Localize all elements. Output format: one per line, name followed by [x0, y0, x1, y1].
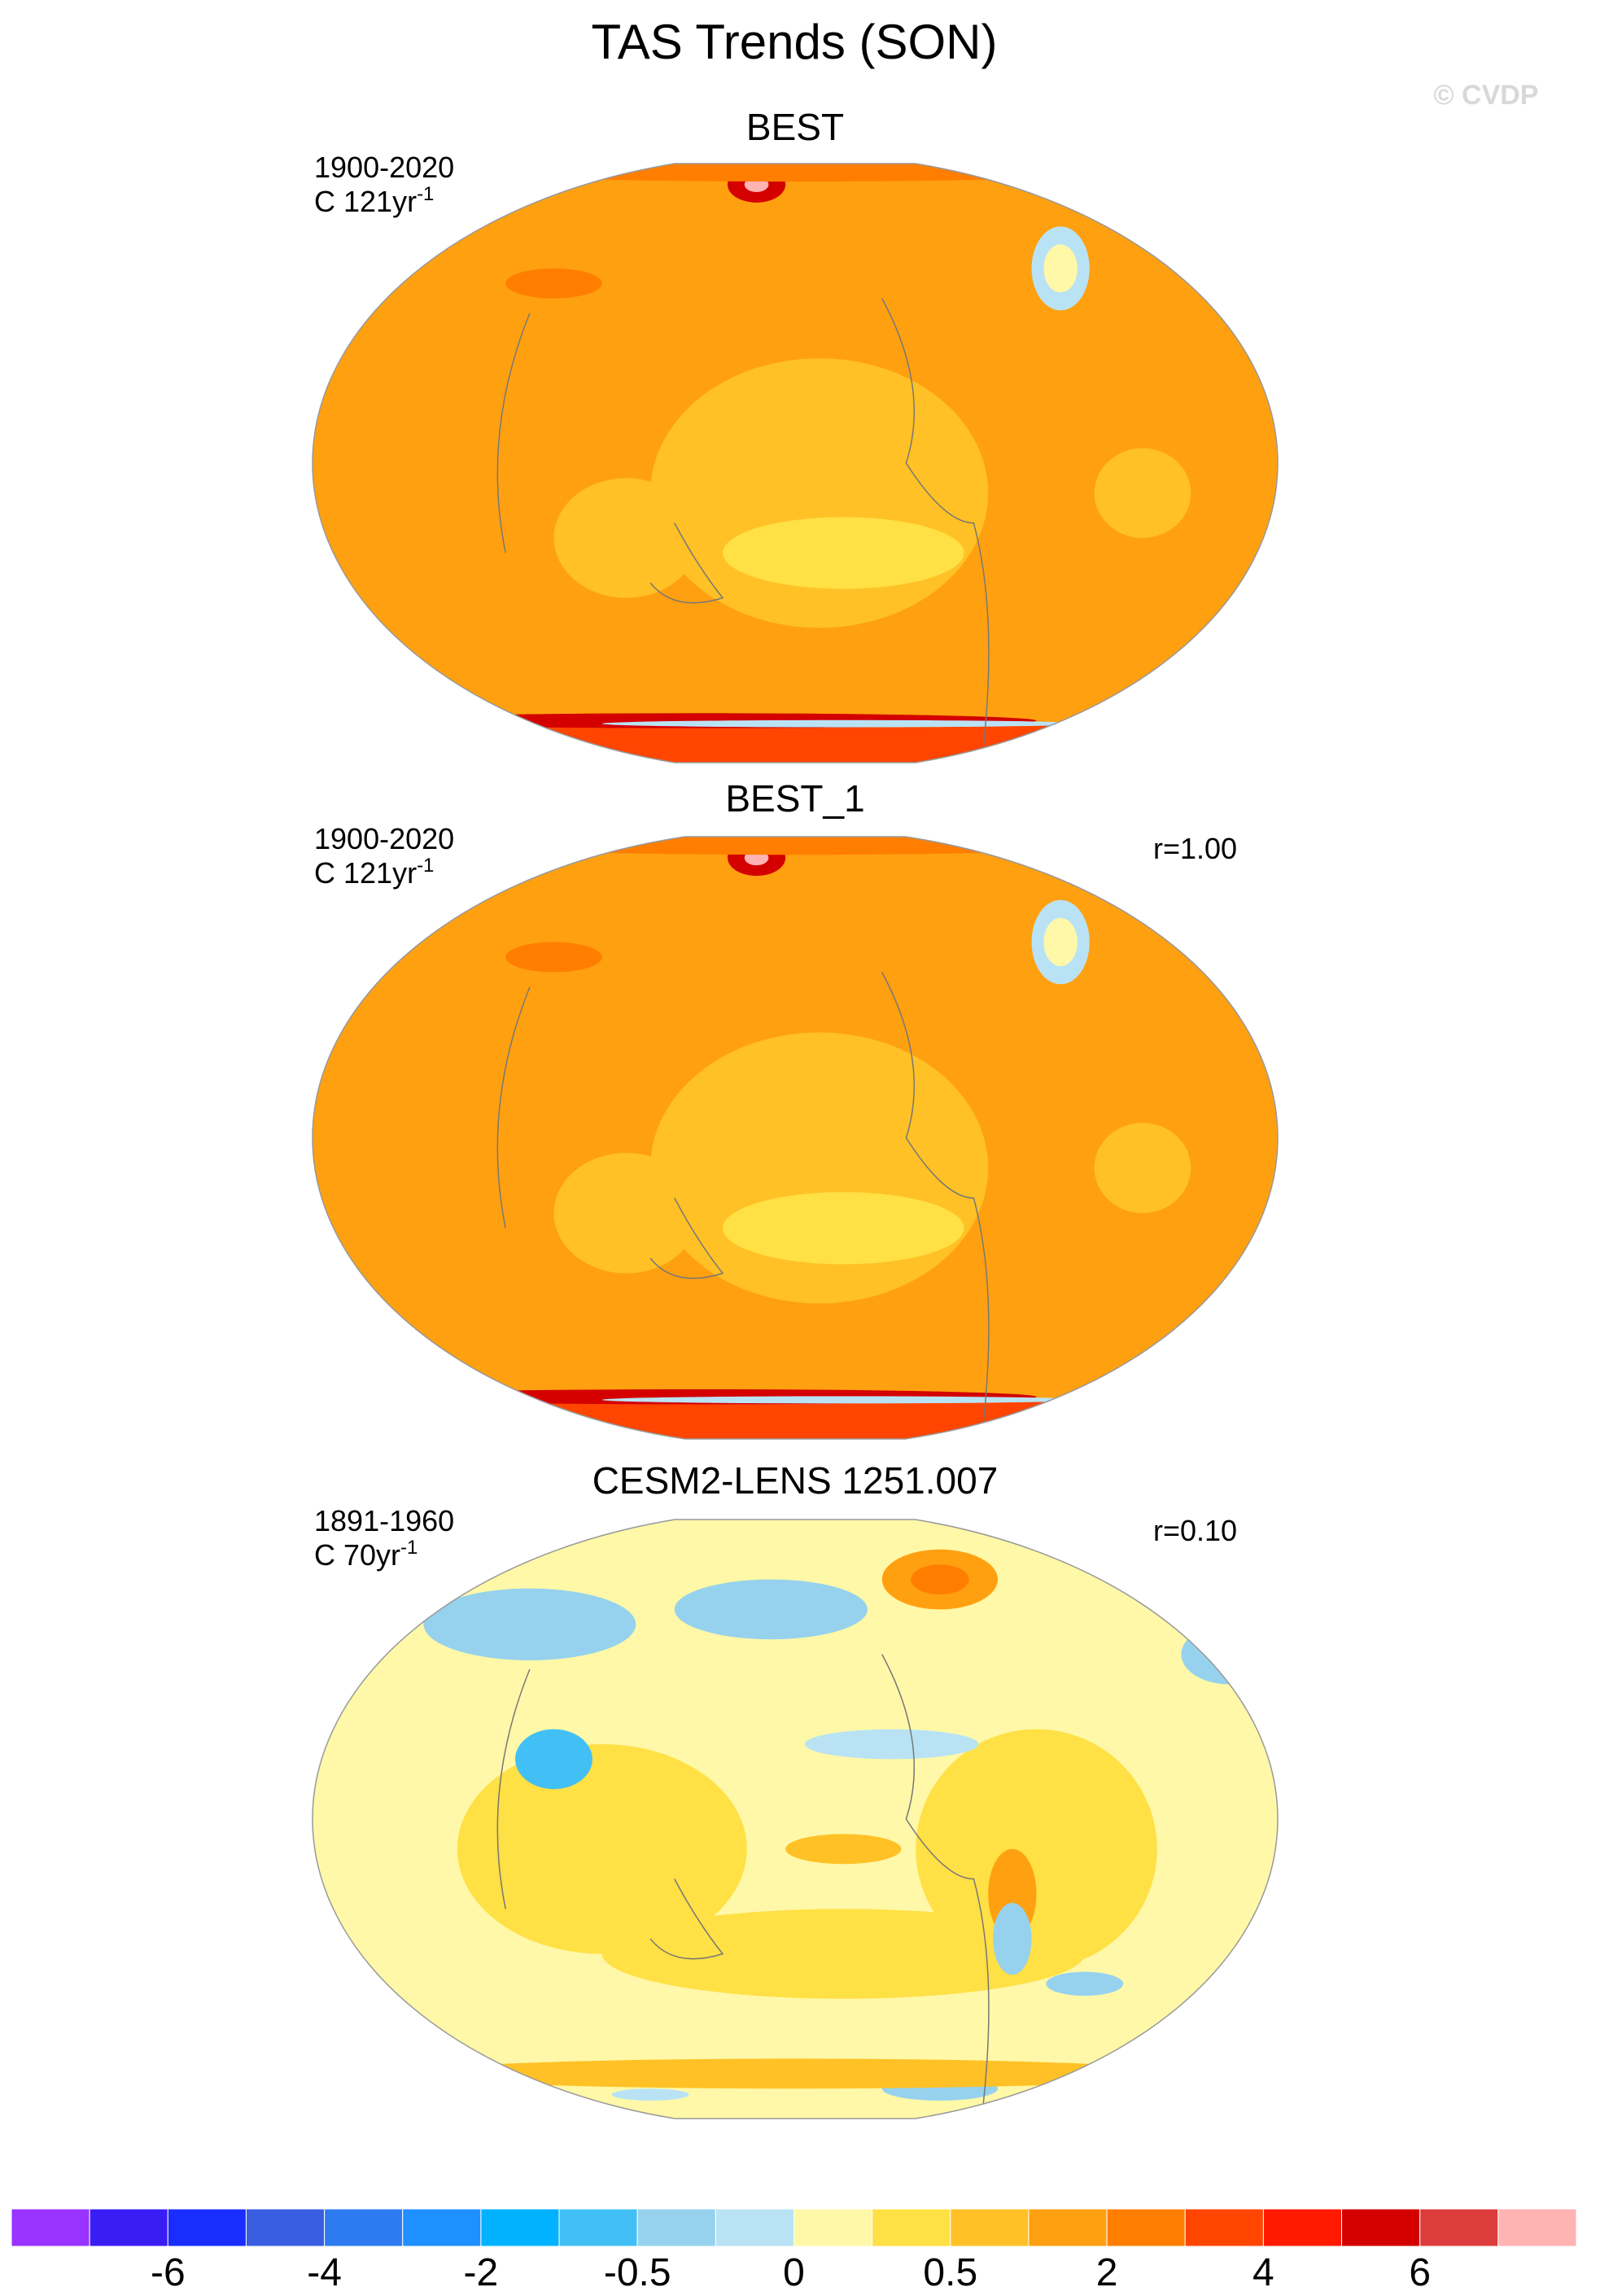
colorbar-box	[245, 2208, 326, 2247]
field-region	[409, 2058, 1182, 2089]
colorbar-box	[11, 2208, 90, 2247]
field-region	[1094, 1122, 1191, 1214]
colorbar-box	[950, 2208, 1030, 2247]
colorbar-box	[558, 2208, 638, 2247]
field-region	[785, 1834, 902, 1865]
colorbar-box	[89, 2208, 168, 2247]
units-text: C 121yr	[314, 185, 417, 218]
colorbar-box	[636, 2208, 716, 2247]
units-exponent: -1	[417, 183, 434, 205]
panel-title: CESM2-LENS 1251.007	[592, 1459, 999, 1502]
colorbar-box	[167, 2208, 247, 2247]
map-border	[312, 1519, 1279, 2119]
field-region	[409, 358, 602, 509]
colorbar-tick-label: -4	[307, 2251, 342, 2294]
colorbar-box	[324, 2208, 404, 2247]
units-label: C 121yr-1	[314, 183, 434, 218]
figure-title: TAS Trends (SON)	[592, 15, 998, 69]
field-region	[481, 837, 627, 852]
map-border	[312, 836, 1279, 1440]
colorbar-box	[715, 2208, 794, 2247]
coastline	[496, 1668, 531, 1909]
field-region	[911, 1564, 969, 1594]
field-region	[601, 719, 1085, 728]
colorbar-tick-label: 0	[783, 2251, 805, 2294]
correlation-label: r=1.00	[1153, 832, 1237, 865]
colorbar-box	[402, 2208, 482, 2247]
coastline	[649, 523, 724, 604]
colorbar-box	[1262, 2208, 1343, 2247]
colorbar-box	[1106, 2208, 1186, 2247]
field-region	[505, 942, 602, 973]
field-region	[993, 1903, 1032, 1975]
field-region	[515, 1729, 592, 1790]
field-region	[481, 164, 627, 179]
field-region	[916, 1729, 1157, 1969]
panel-title: BEST_1	[725, 777, 864, 820]
coastline	[881, 298, 990, 748]
units-label: C 121yr-1	[314, 855, 434, 890]
coastline	[649, 1878, 724, 1960]
field-region	[611, 2088, 689, 2101]
units-exponent: -1	[417, 855, 434, 877]
colorbar-box	[1184, 2208, 1264, 2247]
colorbar-tick-label: 4	[1252, 2251, 1274, 2294]
watermark: © CVDP	[1434, 80, 1539, 111]
coastline	[496, 313, 531, 553]
colorbar-tick-label: 0.5	[923, 2251, 977, 2294]
map-border	[312, 163, 1279, 763]
field-region	[1181, 1624, 1278, 1685]
colorbar-tick-label: 2	[1096, 2251, 1118, 2294]
field-region	[505, 268, 602, 299]
field-region	[1043, 244, 1078, 293]
units-exponent: -1	[400, 1537, 417, 1559]
colorbar-box	[1419, 2208, 1499, 2247]
field-region	[409, 1032, 602, 1183]
field-region	[553, 478, 699, 598]
field-region	[361, 1393, 1230, 1439]
units-text: C 121yr	[314, 856, 417, 890]
colorbar-tick-label: -2	[464, 2251, 499, 2294]
units-text: C 70yr	[314, 1538, 400, 1572]
field-region	[1094, 448, 1191, 538]
colorbar-box	[1341, 2208, 1421, 2247]
units-label: C 70yr-1	[314, 1537, 417, 1572]
colorbar-box	[1497, 2208, 1577, 2247]
field-region	[601, 1909, 1085, 1999]
field-region	[601, 1396, 1085, 1404]
period-label: 1891-1960	[314, 1504, 454, 1537]
panel-title: BEST	[746, 106, 844, 148]
map-field	[313, 1520, 1278, 2119]
colorbar-box	[480, 2208, 560, 2247]
field-region	[1043, 917, 1078, 967]
field-region	[1046, 1971, 1124, 1996]
colorbar-tick-label: -6	[151, 2251, 186, 2294]
field-region	[804, 1729, 979, 1760]
correlation-label: r=0.10	[1153, 1514, 1237, 1547]
field-region	[553, 1152, 699, 1274]
field-region	[674, 1579, 868, 1640]
coastline	[881, 972, 990, 1424]
colorbar-box	[793, 2208, 873, 2247]
period-label: 1900-2020	[314, 822, 454, 855]
field-region	[423, 1588, 636, 1660]
coastline	[881, 1654, 990, 2104]
field-region	[723, 517, 964, 589]
field-region	[361, 717, 1230, 763]
coastline	[649, 1197, 724, 1279]
period-label: 1900-2020	[314, 151, 454, 184]
colorbar-box	[872, 2208, 951, 2247]
field-region	[457, 1744, 747, 1954]
colorbar-box	[1028, 2208, 1108, 2247]
colorbar-tick-label: 6	[1409, 2251, 1431, 2294]
field-region	[723, 1192, 964, 1265]
coastline	[496, 986, 531, 1229]
colorbar-tick-label: -0.5	[604, 2251, 671, 2294]
